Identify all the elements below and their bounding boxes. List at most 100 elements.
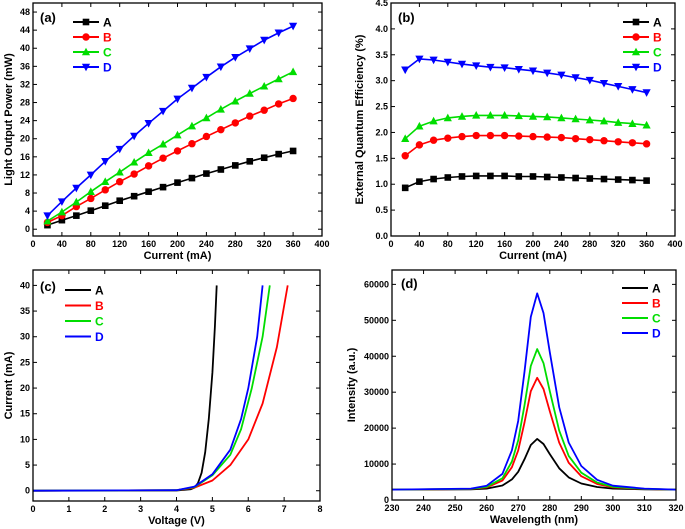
x-axis-label: Current (mA) xyxy=(499,250,567,262)
data-point-B xyxy=(231,119,239,127)
legend-item-A: A xyxy=(622,282,661,296)
data-point-C xyxy=(245,89,254,97)
data-point-B xyxy=(642,140,651,148)
series-D xyxy=(33,285,264,492)
x-tick-label: 6 xyxy=(246,504,251,514)
x-axis-label: Wavelength (nm) xyxy=(490,514,579,526)
data-point-A xyxy=(275,150,282,158)
data-point-C xyxy=(628,119,637,127)
chart-panel-a: 0 40 80 120 160 200 240 280 320 360 40004812162024… xyxy=(3,2,330,262)
data-point-A xyxy=(401,184,409,192)
y-tick-label: 1.0 xyxy=(375,179,388,189)
x-tick-label: 200 xyxy=(170,239,185,249)
plot-area xyxy=(43,22,298,229)
legend-label: D xyxy=(653,61,662,75)
legend-item-C: C xyxy=(65,315,104,329)
legend-label: D xyxy=(95,330,104,344)
plot-area xyxy=(401,55,651,192)
data-point-C xyxy=(543,112,552,121)
y-tick-label: 0.0 xyxy=(375,231,388,241)
legend-label: C xyxy=(653,46,662,60)
data-point-D xyxy=(401,66,410,75)
data-point-A xyxy=(643,177,650,184)
legend-label: D xyxy=(103,61,112,75)
data-point-D xyxy=(543,69,552,78)
data-point-C xyxy=(216,105,225,113)
data-point-B xyxy=(415,141,424,149)
data-point-C xyxy=(187,121,197,130)
data-point-D xyxy=(585,76,594,85)
data-point-C xyxy=(401,134,410,142)
legend-marker xyxy=(81,47,91,56)
data-point-B xyxy=(116,178,124,186)
data-point-D xyxy=(429,56,438,65)
x-tick-label: 40 xyxy=(414,239,424,249)
data-point-B xyxy=(401,152,409,160)
data-point-B xyxy=(586,135,594,144)
data-point-C xyxy=(115,167,124,176)
series-B xyxy=(401,131,651,160)
x-axis-label: Current (mA) xyxy=(144,250,212,262)
data-point-B xyxy=(217,125,225,134)
data-point-B xyxy=(173,147,182,155)
legend-item-A: A xyxy=(73,16,112,30)
series-B xyxy=(33,285,289,492)
x-tick-label: 400 xyxy=(314,239,329,249)
legend-item-C: C xyxy=(622,312,661,326)
x-tick-label: 0 xyxy=(388,239,393,249)
y-tick-label: 1.5 xyxy=(375,153,388,163)
legend-item-D: D xyxy=(622,327,661,341)
series-line-A xyxy=(404,175,647,189)
series-D xyxy=(401,55,651,97)
y-tick-label: 2.5 xyxy=(375,102,388,112)
data-point-C xyxy=(571,114,580,123)
data-point-C xyxy=(43,216,52,225)
x-tick-label: 0 xyxy=(30,504,35,514)
data-point-A xyxy=(260,154,268,162)
data-point-B xyxy=(87,194,95,203)
y-tick-label: 3.5 xyxy=(375,50,388,60)
x-tick-label: 80 xyxy=(443,239,453,249)
series-B xyxy=(392,376,676,491)
data-point-D xyxy=(486,63,495,72)
x-tick-label: 270 xyxy=(511,503,526,513)
data-point-B xyxy=(543,133,551,141)
series-C xyxy=(401,111,651,142)
data-point-A xyxy=(430,175,437,183)
data-point-A xyxy=(416,178,423,185)
legend-marker xyxy=(82,33,90,41)
data-point-D xyxy=(202,73,211,82)
y-tick-label: 3.0 xyxy=(375,76,388,86)
data-point-D xyxy=(443,58,452,67)
y-tick-label: 10000 xyxy=(364,459,389,469)
x-tick-label: 120 xyxy=(112,239,127,249)
data-point-B xyxy=(144,162,153,170)
y-axis-label: Light Output Power (mW) xyxy=(3,53,15,186)
series-line-A xyxy=(33,285,218,492)
x-tick-label: 240 xyxy=(416,503,431,513)
y-tick-label: 8 xyxy=(25,188,30,198)
legend-marker xyxy=(631,63,641,72)
legend-item-D: D xyxy=(623,61,662,75)
legend-marker xyxy=(631,47,641,56)
data-point-D xyxy=(260,36,269,45)
x-axis-label: Voltage (V) xyxy=(148,515,205,527)
data-point-C xyxy=(557,113,566,122)
legend-label: A xyxy=(653,16,662,30)
x-tick-label: 320 xyxy=(257,239,272,249)
y-tick-label: 48 xyxy=(20,7,30,17)
series-line-B xyxy=(392,376,676,491)
data-point-B xyxy=(429,136,438,144)
data-point-A xyxy=(87,207,95,214)
x-tick-label: 280 xyxy=(542,503,557,513)
data-point-D xyxy=(514,65,523,74)
plot-frame xyxy=(32,269,321,502)
y-tick-label: 20 xyxy=(20,383,30,393)
data-point-D xyxy=(130,132,139,141)
data-point-B xyxy=(628,139,637,147)
data-point-A xyxy=(130,192,138,200)
series-line-C xyxy=(404,114,647,140)
data-point-B xyxy=(274,100,283,108)
legend-label: B xyxy=(103,31,112,45)
